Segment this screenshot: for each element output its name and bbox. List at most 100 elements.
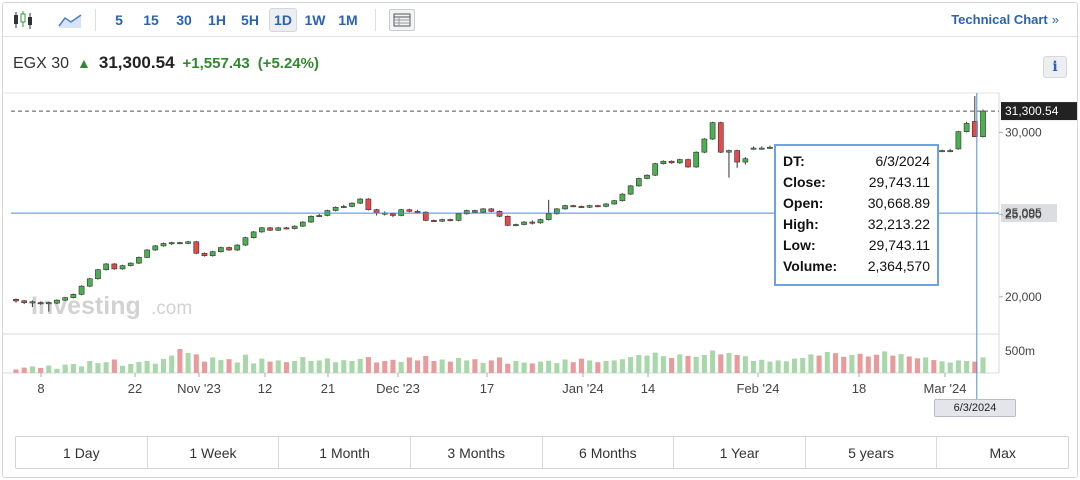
volume-bar — [849, 355, 855, 373]
volume-bar — [316, 360, 322, 373]
range-5-years-button[interactable]: 5 years — [806, 437, 938, 468]
candle-body — [119, 265, 126, 270]
quote-header: EGX 30 ▲ 31,300.54 +1,557.43 (+5.24%) — [13, 53, 319, 73]
volume-bar — [136, 361, 142, 373]
volume-bar — [275, 360, 281, 373]
range-1-month-button[interactable]: 1 Month — [279, 437, 411, 468]
chevron-right-icon: » — [1051, 12, 1059, 27]
volume-bar — [939, 361, 945, 373]
candle — [734, 149, 740, 168]
range-max-button[interactable]: Max — [989, 444, 1016, 461]
range-6-months-button[interactable]: 6 Months — [543, 437, 675, 468]
candle-body — [144, 249, 150, 258]
candle-body — [554, 208, 560, 215]
interval-1h-button[interactable]: 1H — [208, 12, 226, 28]
candle-body — [570, 205, 577, 208]
candle — [291, 225, 298, 230]
candle-body — [611, 200, 618, 205]
volume-bar — [595, 362, 601, 373]
volume-bar — [210, 357, 216, 373]
volume-bar — [857, 353, 863, 373]
volume-bar — [759, 359, 765, 373]
candle — [119, 264, 126, 270]
candle-body — [21, 300, 28, 303]
volume-bar — [341, 360, 347, 373]
candle — [660, 160, 667, 165]
range-1-week-button[interactable]: 1 Week — [148, 437, 280, 468]
volume-bar — [964, 361, 970, 373]
candle-body — [201, 252, 208, 257]
candle — [86, 277, 93, 287]
volume-bar — [890, 355, 896, 373]
volume-bar — [119, 365, 126, 373]
candlestick-chart-type-icon[interactable] — [11, 10, 35, 30]
volume-bar — [529, 363, 535, 373]
candle-body — [644, 174, 650, 179]
x-tick-label: Mar '24 — [924, 381, 967, 396]
last-price-tag: 31,300.54 — [1001, 102, 1077, 121]
candle-body — [332, 206, 339, 211]
interval-1d-button[interactable]: 1D — [269, 8, 297, 32]
candle-body — [103, 263, 109, 271]
candle-body — [291, 225, 298, 229]
candle-body — [717, 122, 724, 153]
volume-bar — [79, 366, 85, 373]
candle — [488, 208, 495, 213]
ohlc-tooltip: DT: 6/3/2024 Close: 29,743.11 Open: 30,6… — [774, 144, 939, 286]
candle — [685, 158, 691, 168]
candle-body — [365, 198, 372, 211]
volume-bar — [972, 361, 978, 373]
volume-bar — [685, 355, 691, 373]
range-1-year-button[interactable]: 1 Year — [674, 437, 806, 468]
candle-body — [185, 241, 191, 244]
candle-body — [578, 206, 585, 208]
candle — [611, 199, 618, 205]
technical-chart-link[interactable]: Technical Chart» — [951, 12, 1059, 27]
candle-body — [947, 150, 954, 153]
candle — [185, 240, 191, 245]
range-1-day-button[interactable]: 1 Day — [16, 437, 148, 468]
volume-bar — [791, 358, 798, 373]
volume-bar — [578, 358, 584, 373]
interval-1w-button[interactable]: 1W — [304, 12, 326, 28]
candle-body — [95, 269, 101, 280]
volume-bar — [70, 364, 76, 373]
candle-body — [177, 242, 183, 245]
price-chart[interactable]: Investing .com 31,300.54 25,095 20,000 25,… — [3, 3, 1079, 479]
candle-body — [390, 213, 396, 216]
toolbar-divider — [95, 9, 96, 31]
range-3-months-button[interactable]: 3 Months — [411, 437, 543, 468]
candle-body — [734, 150, 740, 163]
volume-bar — [677, 354, 683, 373]
candle-body — [259, 227, 265, 233]
tooltip-row-close: Close: 29,743.11 — [783, 172, 930, 193]
candle-body — [709, 122, 716, 140]
area-chart-type-icon[interactable] — [58, 12, 82, 30]
candle — [578, 205, 585, 209]
candle-body — [37, 302, 44, 305]
tooltip-value: 29,743.11 — [868, 237, 930, 253]
candle — [226, 246, 232, 251]
interval-5-button[interactable]: 5 — [115, 12, 123, 28]
volume-bar — [111, 359, 117, 373]
candle-body — [529, 221, 536, 224]
x-tick-label: Jan '24 — [562, 381, 604, 396]
interval-5h-button[interactable]: 5H — [241, 12, 259, 28]
crosshair-price-tag-text: 25,095 — [1005, 206, 1042, 220]
candle — [447, 218, 454, 222]
candle-body — [299, 221, 306, 227]
volume-bar — [644, 355, 650, 373]
volume-bar — [619, 359, 625, 373]
candle — [234, 244, 241, 251]
interval-1m-button[interactable]: 1M — [338, 12, 358, 28]
candle — [726, 149, 732, 178]
candle — [955, 130, 962, 150]
table-view-icon[interactable] — [389, 9, 415, 31]
candle — [594, 204, 601, 208]
toolbar-divider — [375, 9, 376, 31]
interval-30-button[interactable]: 30 — [176, 12, 192, 28]
candle — [160, 242, 167, 247]
interval-15-button[interactable]: 15 — [143, 12, 159, 28]
info-button[interactable]: i — [1043, 56, 1067, 78]
candle — [275, 226, 282, 232]
